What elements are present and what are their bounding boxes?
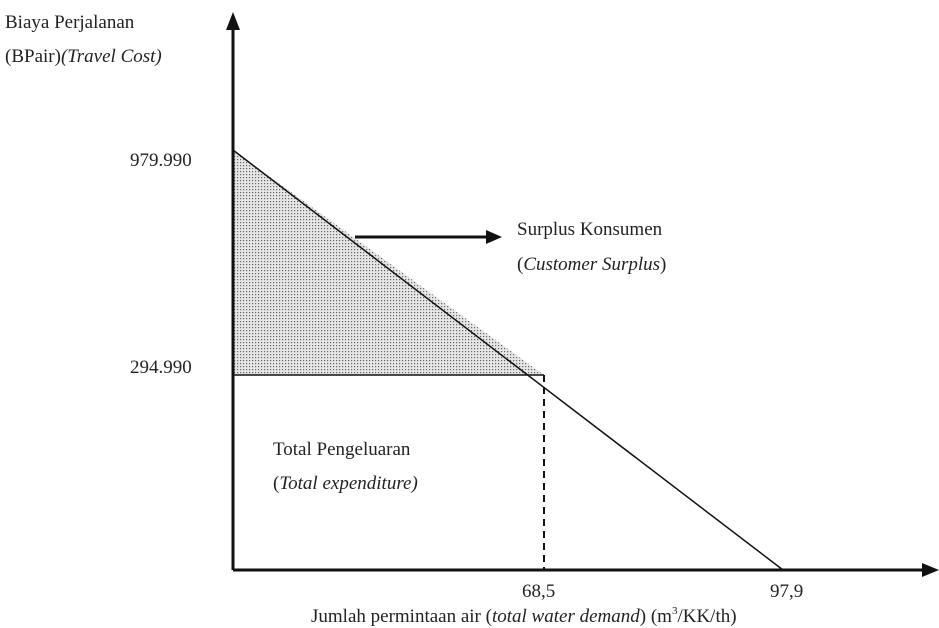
y-tick-label: 979.990 [130,150,192,171]
y-axis-title-part: (BPair) [5,46,61,67]
y-axis-title: Biaya Perjalanan [5,12,135,33]
annotation: (Customer Surplus) [517,254,666,275]
x-axis-title-part: /KK/th) [677,606,736,627]
annotation-arrowhead [486,230,502,244]
annotation-part: ( [517,254,523,275]
x-axis-arrow [922,563,939,577]
x-axis-title-part: 3 [672,605,678,617]
y-axis-arrow [226,12,240,30]
annotation-part: ) [660,254,666,275]
annotation: Total Pengeluaran [273,439,411,460]
surplus-area [233,150,544,375]
x-axis-title-part: Jumlah permintaan air ( [311,606,492,627]
annotation-part: Customer Surplus [523,254,660,275]
demand-line [232,149,784,571]
x-tick-label: 97,9 [770,581,803,602]
x-axis-title: Jumlah permintaan air (total water deman… [311,605,737,627]
annotation: (Total expenditure) [273,473,418,494]
y-axis-title-part: (Travel Cost) [61,46,162,67]
annotation-part: Total expenditure) [279,473,417,494]
y-tick-label: 294.990 [130,357,192,378]
x-tick-label: 68,5 [522,581,555,602]
y-axis-title: (BPair)(Travel Cost) [5,46,162,67]
x-axis-title-part: ) (m [640,606,672,627]
annotation-part: ( [273,473,279,494]
x-axis-title-part: total water demand [492,606,640,627]
annotation: Surplus Konsumen [517,219,663,240]
